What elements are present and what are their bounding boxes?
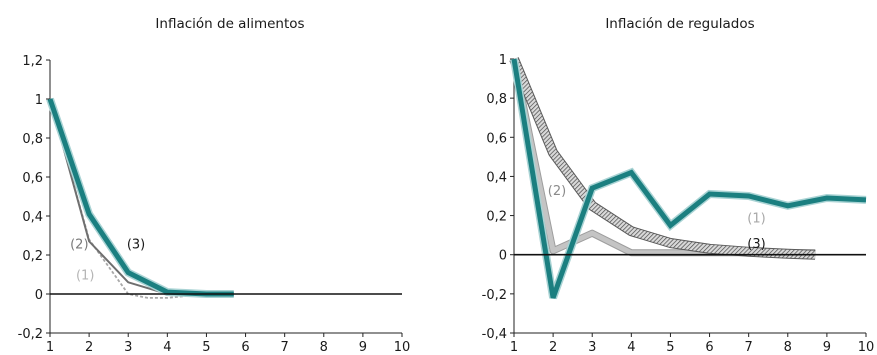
y-tick-label: 0,8 bbox=[22, 132, 43, 147]
x-tick-label: 2 bbox=[549, 340, 557, 355]
y-tick-label: 0,6 bbox=[22, 171, 43, 186]
y-tick-label: 0 bbox=[35, 288, 43, 303]
chart-regulated-inflation: Inflación de regulados -0,4 -0,2 0 0,2 0,4 0,… bbox=[482, 16, 875, 355]
y-tick-label: 0,8 bbox=[486, 92, 507, 107]
y-tick-label: -0,2 bbox=[482, 288, 507, 303]
x-tick-label: 10 bbox=[394, 340, 411, 355]
x-tick-label: 3 bbox=[124, 340, 132, 355]
y-tick-label: 0,4 bbox=[486, 170, 507, 185]
y-tick-label: -0,4 bbox=[482, 327, 507, 342]
chart-food-inflation: Inflación de alimentos -0,2 0 0,2 0,4 0,6 0,8… bbox=[18, 16, 411, 355]
x-tick-label: 10 bbox=[858, 340, 875, 355]
y-tick-label: 0,2 bbox=[22, 249, 43, 264]
series-annotation: (2) bbox=[548, 184, 566, 199]
y-tick-label: 1 bbox=[35, 93, 43, 108]
y-tick-label: 0,6 bbox=[486, 131, 507, 146]
y-tick-label: 0,4 bbox=[22, 210, 43, 225]
y-tick-label: 0 bbox=[499, 249, 507, 264]
y-tick-label: -0,2 bbox=[18, 327, 43, 342]
series-annotation: (2) bbox=[70, 237, 88, 252]
x-tick-label: 6 bbox=[241, 340, 249, 355]
series-annotation: (1) bbox=[76, 269, 94, 284]
series-line-1 bbox=[511, 58, 867, 299]
x-tick-label: 6 bbox=[705, 340, 713, 355]
x-tick-label: 1 bbox=[46, 340, 54, 355]
series-line-2 bbox=[49, 98, 234, 295]
x-tick-label: 8 bbox=[320, 340, 328, 355]
y-tick-label: 1,2 bbox=[22, 54, 43, 69]
x-tick-label: 3 bbox=[588, 340, 596, 355]
y-tick-label: 1 bbox=[499, 53, 507, 68]
x-tick-label: 9 bbox=[823, 340, 831, 355]
x-tick-label: 4 bbox=[163, 340, 171, 355]
chart-title: Inflación de regulados bbox=[605, 16, 754, 32]
x-tick-label: 4 bbox=[627, 340, 635, 355]
x-tick-label: 7 bbox=[281, 340, 289, 355]
x-tick-label: 5 bbox=[666, 340, 674, 355]
x-tick-label: 8 bbox=[784, 340, 792, 355]
x-tick-label: 9 bbox=[359, 340, 367, 355]
y-tick-label: 0,2 bbox=[486, 210, 507, 225]
series-annotation: (3) bbox=[747, 237, 765, 252]
chart-title: Inflación de alimentos bbox=[155, 16, 304, 32]
x-tick-label: 7 bbox=[745, 340, 753, 355]
x-tick-label: 5 bbox=[202, 340, 210, 355]
x-tick-label: 2 bbox=[85, 340, 93, 355]
series-annotation: (3) bbox=[127, 237, 145, 252]
series-line-3 bbox=[510, 57, 816, 259]
series-annotation: (1) bbox=[747, 212, 765, 227]
x-tick-label: 1 bbox=[510, 340, 518, 355]
